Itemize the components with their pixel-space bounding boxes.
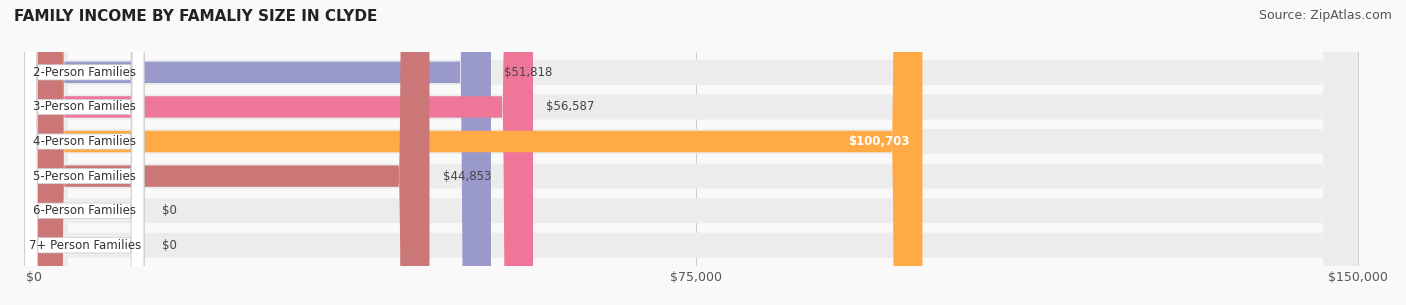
Text: $0: $0 bbox=[162, 204, 176, 217]
FancyBboxPatch shape bbox=[34, 0, 1358, 305]
FancyBboxPatch shape bbox=[25, 0, 143, 305]
FancyBboxPatch shape bbox=[25, 0, 143, 305]
FancyBboxPatch shape bbox=[34, 0, 1358, 305]
FancyBboxPatch shape bbox=[25, 0, 143, 305]
FancyBboxPatch shape bbox=[25, 0, 143, 305]
FancyBboxPatch shape bbox=[25, 0, 143, 305]
FancyBboxPatch shape bbox=[34, 0, 429, 305]
FancyBboxPatch shape bbox=[25, 0, 143, 305]
Text: 3-Person Families: 3-Person Families bbox=[34, 100, 136, 113]
Text: 2-Person Families: 2-Person Families bbox=[34, 66, 136, 79]
Text: 5-Person Families: 5-Person Families bbox=[34, 170, 136, 183]
Text: Source: ZipAtlas.com: Source: ZipAtlas.com bbox=[1258, 9, 1392, 22]
Text: 7+ Person Families: 7+ Person Families bbox=[28, 239, 141, 252]
FancyBboxPatch shape bbox=[34, 0, 1358, 305]
Text: $100,703: $100,703 bbox=[848, 135, 910, 148]
Text: $44,853: $44,853 bbox=[443, 170, 491, 183]
Text: 4-Person Families: 4-Person Families bbox=[34, 135, 136, 148]
Text: FAMILY INCOME BY FAMALIY SIZE IN CLYDE: FAMILY INCOME BY FAMALIY SIZE IN CLYDE bbox=[14, 9, 377, 24]
Text: $56,587: $56,587 bbox=[547, 100, 595, 113]
FancyBboxPatch shape bbox=[34, 0, 491, 305]
FancyBboxPatch shape bbox=[34, 0, 1358, 305]
Text: $0: $0 bbox=[162, 239, 176, 252]
Text: $51,818: $51,818 bbox=[505, 66, 553, 79]
FancyBboxPatch shape bbox=[34, 0, 1358, 305]
Text: 6-Person Families: 6-Person Families bbox=[34, 204, 136, 217]
FancyBboxPatch shape bbox=[34, 0, 533, 305]
FancyBboxPatch shape bbox=[34, 0, 922, 305]
FancyBboxPatch shape bbox=[34, 0, 1358, 305]
